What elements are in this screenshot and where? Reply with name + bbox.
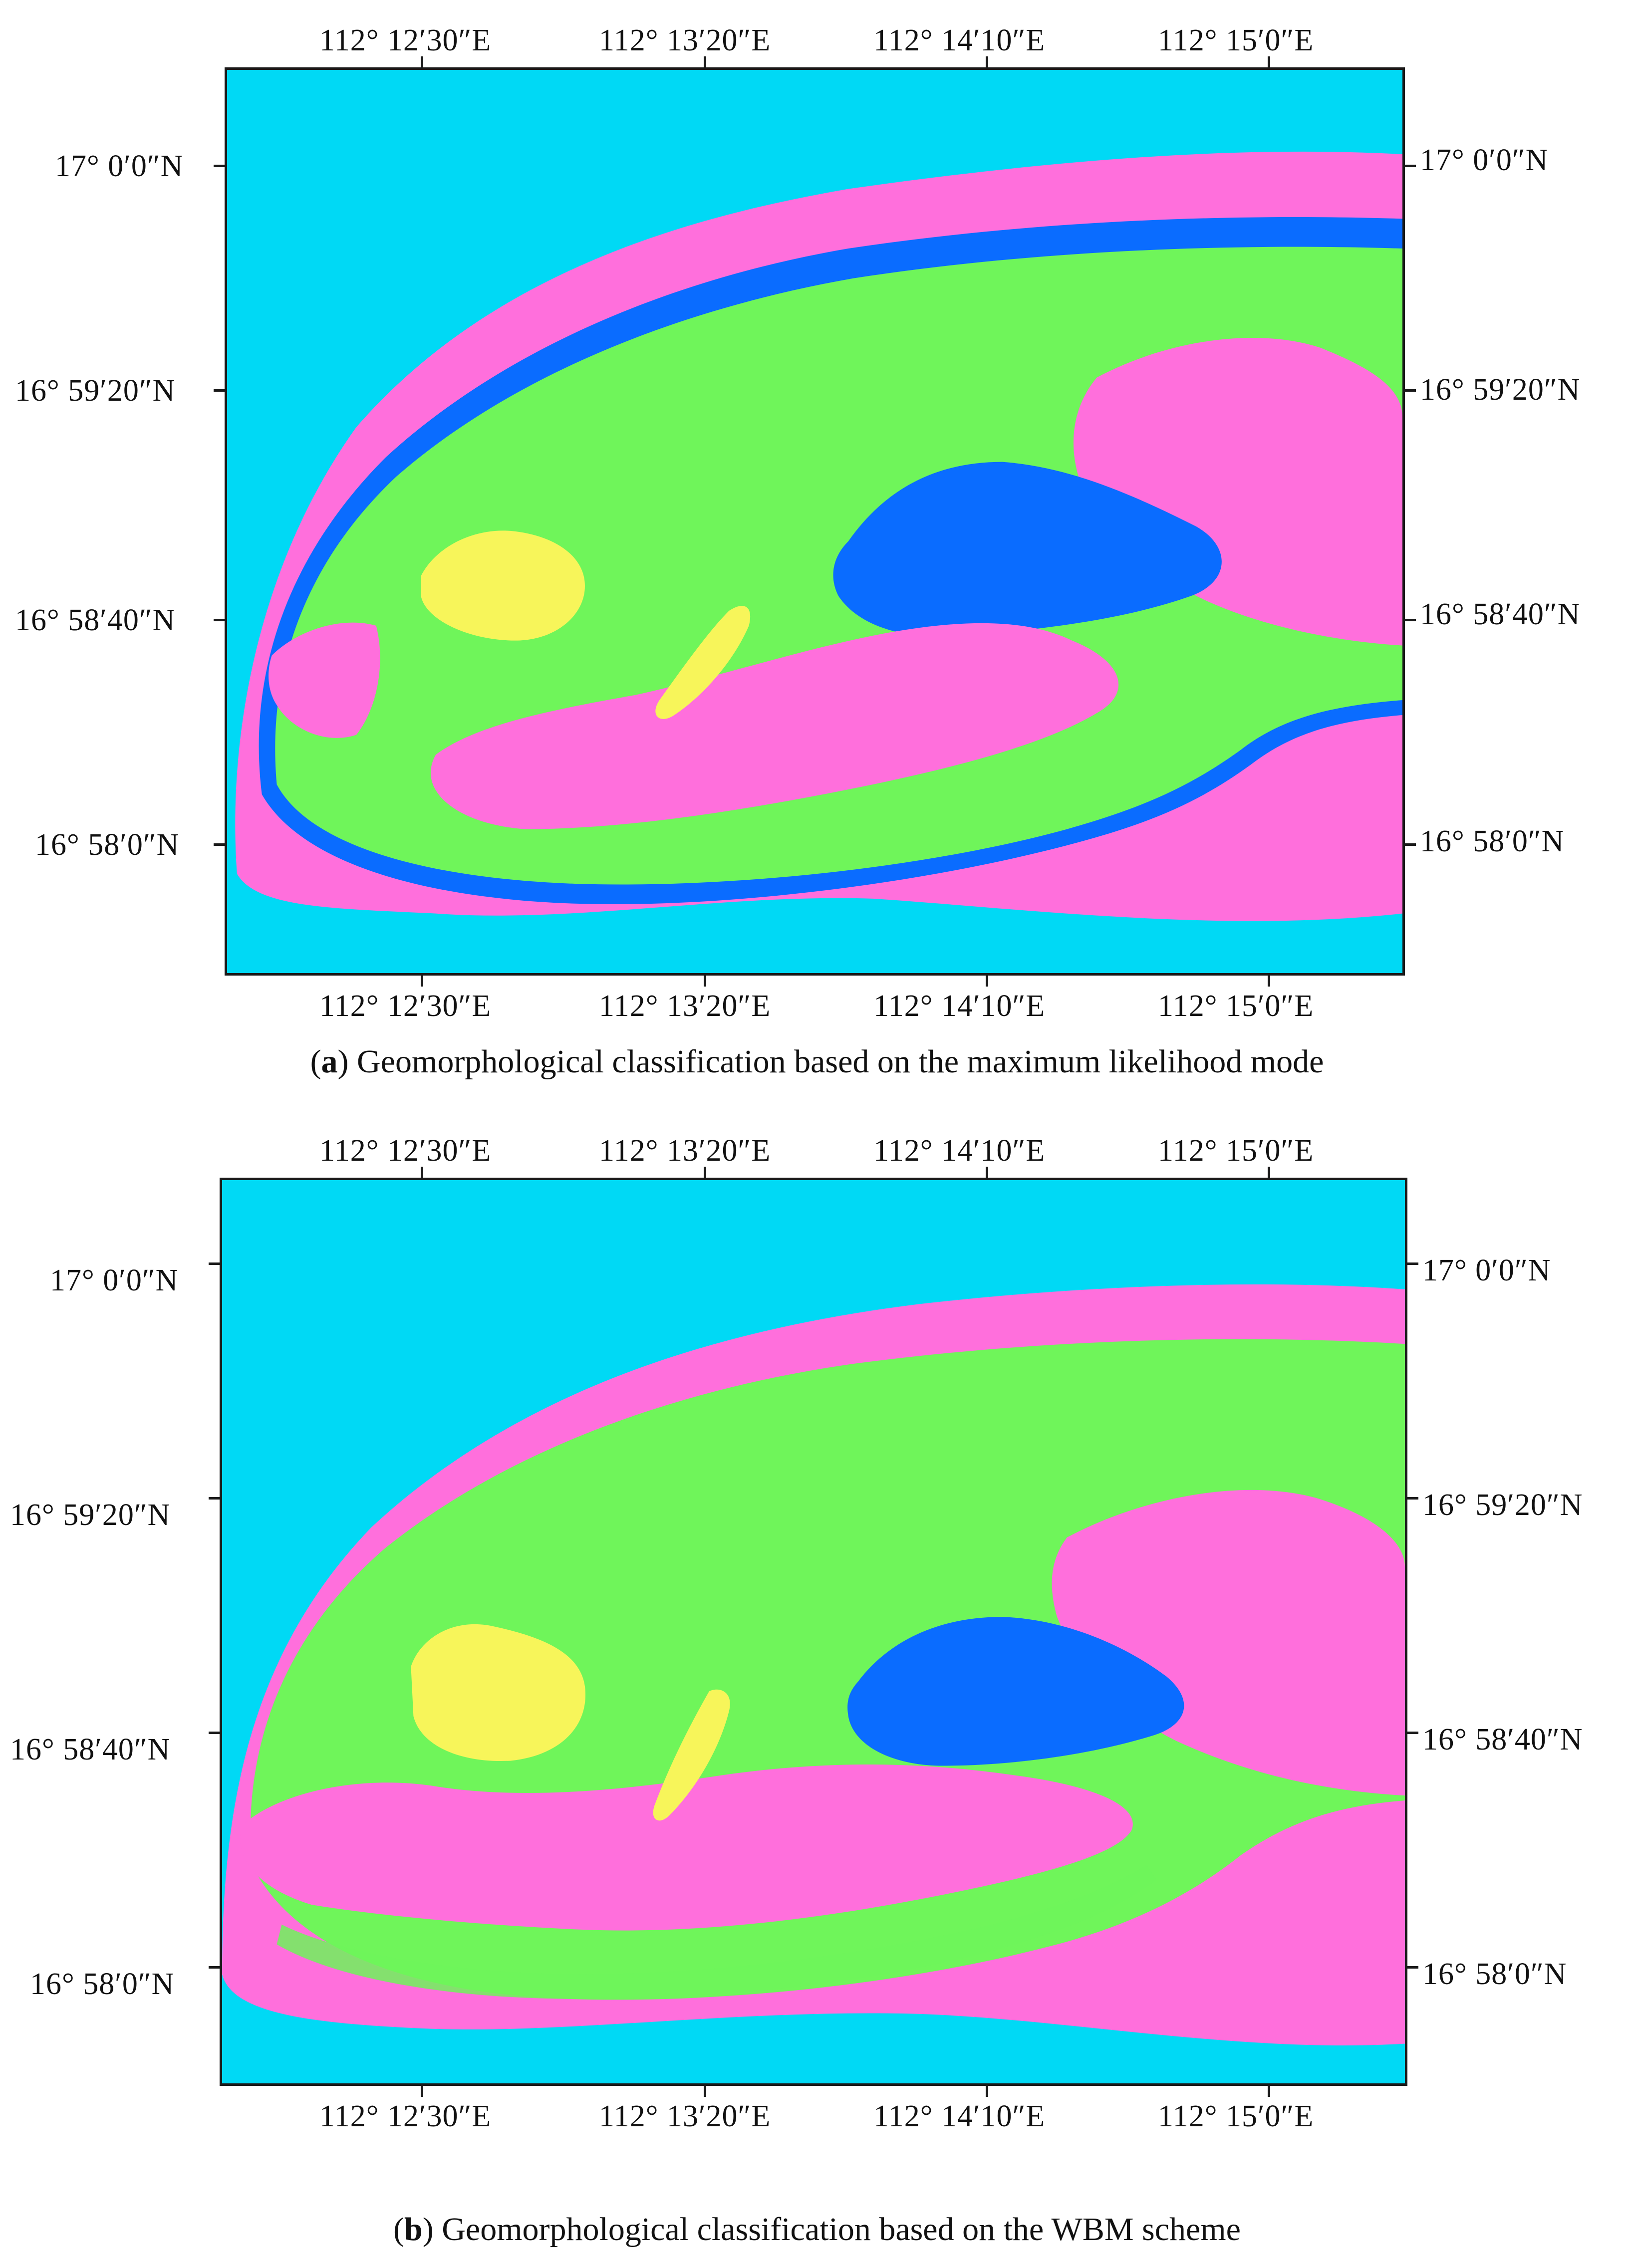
- classification-map-a[interactable]: [225, 67, 1405, 976]
- tick: [209, 1732, 221, 1734]
- top-lon-label: 112° 14′10″E: [873, 1134, 1046, 1168]
- bottom-lon-label: 112° 13′20″E: [599, 989, 771, 1023]
- caption-text: Geomorphological classification based on…: [348, 1043, 1324, 1080]
- tick: [421, 1167, 423, 1179]
- top-lon-label: 112° 12′30″E: [319, 1134, 492, 1168]
- panel-b: 112° 12′30″E 112° 13′20″E 112° 14′10″E 1…: [0, 1113, 1634, 2268]
- right-lat-label: 16° 59′20″N: [1422, 1488, 1583, 1522]
- top-lon-label: 112° 13′20″E: [599, 23, 771, 57]
- yellow-streak: [653, 1689, 730, 1821]
- top-lon-label: 112° 12′30″E: [319, 23, 492, 57]
- tick: [704, 1167, 706, 1179]
- yellow-streak: [655, 606, 751, 719]
- tick: [1268, 2084, 1270, 2097]
- tick: [214, 619, 226, 621]
- left-lat-label: 16° 58′0″N: [35, 828, 180, 862]
- tick: [214, 165, 226, 167]
- pink-patch-south: [240, 1764, 1133, 1931]
- tick: [986, 56, 988, 69]
- map-b-svg: [222, 1180, 1405, 2083]
- top-lon-label: 112° 14′10″E: [873, 23, 1046, 57]
- tick: [214, 389, 226, 392]
- tick: [1268, 1167, 1270, 1179]
- tick: [209, 1966, 221, 1969]
- tick: [1403, 843, 1416, 846]
- tick: [986, 974, 988, 987]
- right-lat-label: 16° 58′40″N: [1420, 597, 1581, 631]
- top-lon-label: 112° 15′0″E: [1158, 1134, 1314, 1168]
- map-a-svg: [227, 70, 1402, 973]
- left-lat-label: 17° 0′0″N: [50, 1263, 179, 1297]
- tick: [986, 2084, 988, 2097]
- panel-a: 112° 12′30″E 112° 13′20″E 112° 14′10″E 1…: [0, 0, 1634, 1098]
- tick: [421, 56, 423, 69]
- blue-lagoon: [847, 1617, 1184, 1766]
- blue-lagoon: [833, 462, 1222, 637]
- tick: [1406, 1966, 1418, 1969]
- tick: [209, 1262, 221, 1265]
- tick: [1268, 56, 1270, 69]
- bottom-lon-label: 112° 14′10″E: [873, 989, 1046, 1023]
- right-lat-label: 16° 59′20″N: [1420, 373, 1581, 407]
- tick: [421, 974, 423, 987]
- tick: [704, 974, 706, 987]
- left-lat-label: 17° 0′0″N: [55, 149, 184, 183]
- tick: [1268, 974, 1270, 987]
- tick: [1403, 619, 1416, 621]
- bottom-lon-label: 112° 15′0″E: [1158, 989, 1314, 1023]
- pink-patch-west: [269, 622, 380, 738]
- top-lon-label: 112° 13′20″E: [599, 1134, 771, 1168]
- tick: [1403, 165, 1416, 167]
- tick: [1403, 389, 1416, 392]
- bottom-lon-label: 112° 13′20″E: [599, 2099, 771, 2133]
- bottom-lon-label: 112° 14′10″E: [873, 2099, 1046, 2133]
- left-lat-label: 16° 58′40″N: [15, 603, 176, 637]
- yellow-patch-west: [421, 530, 585, 641]
- tick: [704, 56, 706, 69]
- caption-a: (a) Geomorphological classification base…: [310, 1043, 1324, 1080]
- left-lat-label: 16° 58′0″N: [30, 1967, 175, 2001]
- bottom-lon-label: 112° 15′0″E: [1158, 2099, 1314, 2133]
- right-lat-label: 17° 0′0″N: [1420, 143, 1549, 177]
- left-lat-label: 16° 59′20″N: [15, 374, 176, 408]
- tick: [209, 1497, 221, 1500]
- tick: [1406, 1262, 1418, 1265]
- bottom-lon-label: 112° 12′30″E: [319, 989, 492, 1023]
- bottom-lon-label: 112° 12′30″E: [319, 2099, 492, 2133]
- yellow-patch-west: [411, 1624, 586, 1762]
- top-lon-label: 112° 15′0″E: [1158, 23, 1314, 57]
- right-lat-label: 16° 58′0″N: [1420, 824, 1565, 858]
- tick: [704, 2084, 706, 2097]
- left-lat-label: 16° 59′20″N: [10, 1498, 171, 1532]
- right-lat-label: 17° 0′0″N: [1422, 1254, 1551, 1287]
- pink-patch-south: [430, 623, 1119, 829]
- classification-map-b[interactable]: [220, 1178, 1407, 2086]
- tick: [1406, 1732, 1418, 1734]
- caption-b: (b) Geomorphological classification base…: [393, 2211, 1241, 2248]
- caption-letter: a: [321, 1043, 338, 1080]
- caption-letter: b: [404, 2211, 423, 2248]
- right-lat-label: 16° 58′40″N: [1422, 1723, 1583, 1757]
- left-lat-label: 16° 58′40″N: [10, 1733, 171, 1766]
- caption-text: Geomorphological classification based on…: [433, 2211, 1241, 2248]
- tick: [1406, 1497, 1418, 1500]
- tick: [986, 1167, 988, 1179]
- pink-patch-east: [1073, 338, 1402, 646]
- green-inner-band: [276, 1865, 1157, 1999]
- tick: [421, 2084, 423, 2097]
- right-lat-label: 16° 58′0″N: [1422, 1957, 1567, 1991]
- tick: [214, 843, 226, 846]
